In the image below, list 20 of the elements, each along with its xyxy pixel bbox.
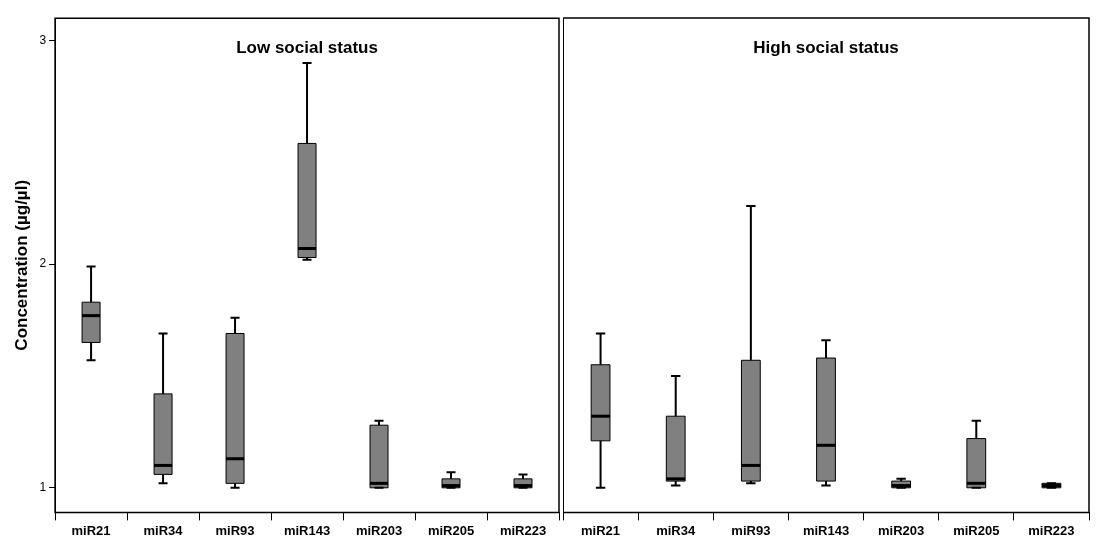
y-tick-label: 3	[39, 32, 47, 47]
x-tick-label: miR93	[731, 522, 771, 538]
x-tick-label: miR205	[427, 522, 475, 538]
x-tick-label: miR205	[953, 522, 1000, 538]
x-tick-label: miR203	[355, 522, 403, 538]
x-tick-label: miR203	[878, 522, 925, 538]
y-axis-title: Concentration (µg/µl)	[11, 179, 31, 351]
x-tick-label: miR223	[499, 522, 547, 538]
text: High social status	[753, 38, 899, 58]
x-tick-label: miR34	[656, 522, 696, 538]
x-tick-label: miR21	[581, 522, 621, 538]
x-tick-label: miR223	[1028, 522, 1075, 538]
x-tick-label: miR143	[802, 522, 850, 538]
text: Low social status	[236, 38, 378, 58]
x-tick-label: miR21	[71, 522, 111, 538]
x-tick-label: miR93	[215, 522, 255, 538]
x-tick-label: miR143	[283, 522, 331, 538]
y-tick-label: 1	[39, 480, 47, 495]
x-tick-label: miR34	[143, 522, 184, 538]
y-tick-label: 2	[39, 256, 47, 271]
